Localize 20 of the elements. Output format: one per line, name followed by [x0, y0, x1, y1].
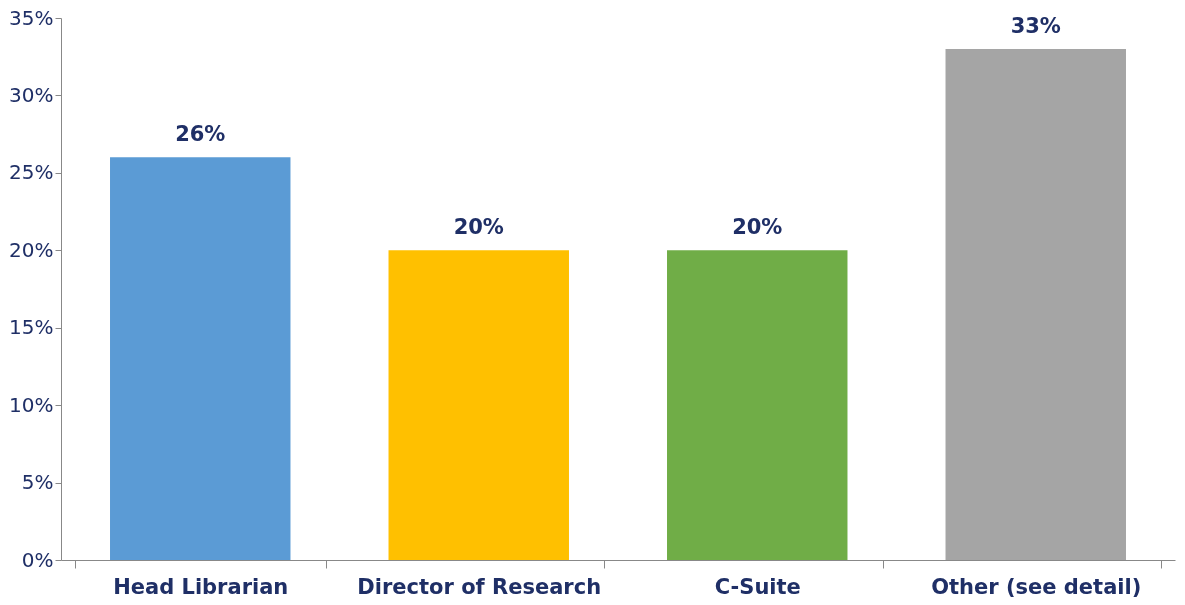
bar: [945, 48, 1126, 560]
data-label: 20%: [732, 215, 783, 240]
x-tick-label: Head Librarian: [113, 574, 289, 599]
y-tick-label: 5%: [21, 470, 54, 495]
y-tick-label: 25%: [9, 160, 54, 185]
data-label: 26%: [175, 122, 226, 147]
bar: [667, 250, 848, 560]
data-label: 33%: [1010, 13, 1061, 38]
y-tick-label: 10%: [9, 392, 54, 417]
x-tick-label: C-Suite: [714, 574, 801, 599]
bar: [110, 157, 291, 560]
bar: [388, 250, 569, 560]
y-tick-label: 35%: [9, 5, 54, 30]
data-label: 20%: [453, 215, 504, 240]
y-tick-label: 30%: [9, 82, 54, 107]
y-tick-label: 0%: [21, 547, 54, 572]
y-tick-label: 20%: [9, 237, 54, 262]
x-tick-label: Other (see detail): [931, 574, 1142, 599]
y-tick-label: 15%: [9, 315, 54, 340]
x-tick-label: Director of Research: [357, 574, 602, 599]
